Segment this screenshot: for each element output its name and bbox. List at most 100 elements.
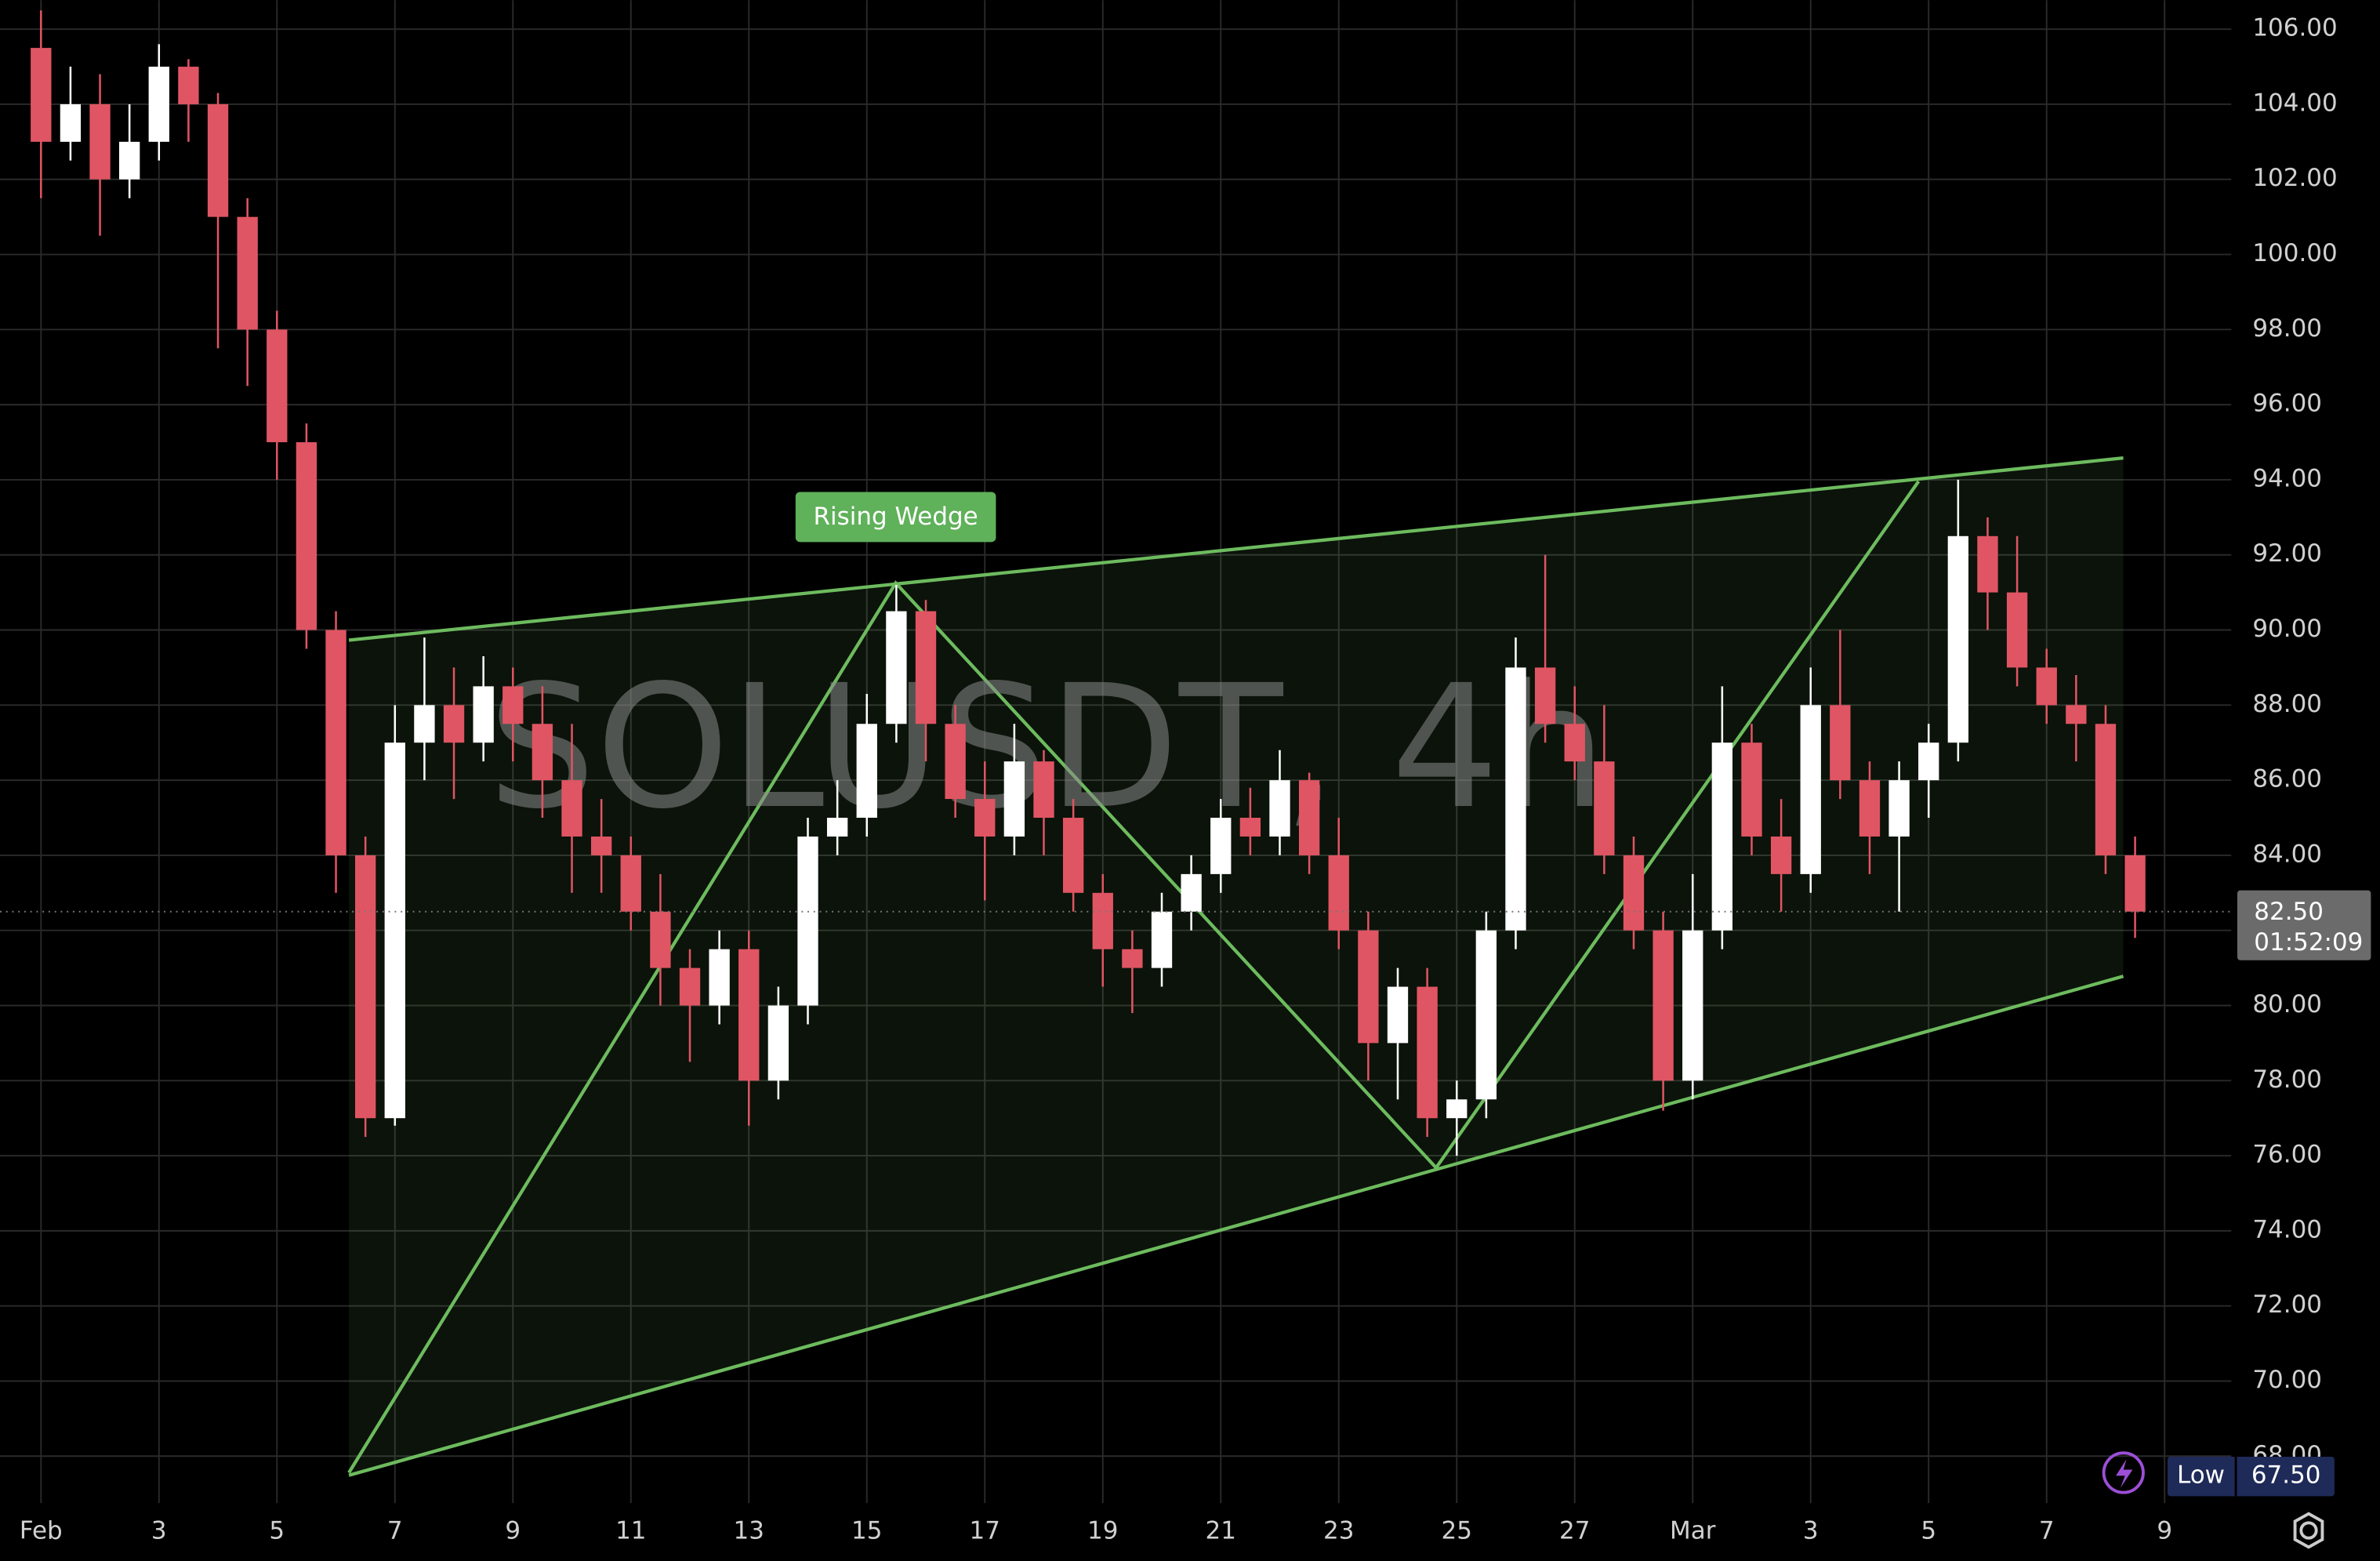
candle-body — [1151, 911, 1173, 968]
x-tick-label: Mar — [1670, 1516, 1716, 1545]
y-tick-label: 90.00 — [2252, 615, 2322, 643]
candle-body — [709, 949, 730, 1006]
y-tick-label: 102.00 — [2252, 164, 2337, 192]
candle-body — [1358, 930, 1379, 1044]
candle-body — [1092, 892, 1113, 949]
last-price-box — [2237, 890, 2371, 960]
candle-body — [443, 705, 465, 743]
y-tick-label: 96.00 — [2252, 390, 2322, 418]
y-tick-label: 88.00 — [2252, 690, 2322, 718]
x-tick-label: 21 — [1206, 1516, 1236, 1545]
candle-body — [1830, 705, 1851, 781]
candle-body — [1417, 986, 1438, 1119]
y-tick-label: 72.00 — [2252, 1291, 2322, 1319]
candle-body — [1741, 742, 1762, 837]
x-tick-label: 23 — [1323, 1516, 1354, 1545]
candle-body — [1653, 930, 1674, 1081]
candle-body — [414, 705, 435, 743]
y-tick-label: 76.00 — [2252, 1141, 2322, 1169]
y-tick-label: 104.00 — [2252, 89, 2337, 117]
candle-body — [237, 216, 258, 330]
candle-body — [2124, 855, 2146, 912]
pattern-fill — [349, 458, 2124, 1476]
countdown-label: 01:52:09 — [2254, 928, 2363, 957]
y-tick-label: 78.00 — [2252, 1065, 2322, 1094]
y-tick-label: 86.00 — [2252, 765, 2322, 793]
candle-body — [1800, 705, 1821, 874]
settings-icon[interactable] — [2293, 1512, 2324, 1549]
candle-body — [590, 836, 612, 855]
x-tick-label: 5 — [1921, 1516, 1936, 1545]
candle-body — [2036, 667, 2057, 706]
last-price-label: 82.50 — [2254, 898, 2324, 926]
candle-body — [826, 818, 848, 837]
candle-body — [178, 67, 199, 104]
candle-body — [1239, 818, 1261, 837]
candle-body — [650, 911, 671, 968]
candle-body — [1534, 667, 1556, 724]
x-tick-label: 7 — [387, 1516, 403, 1545]
x-tick-label: 27 — [1559, 1516, 1590, 1545]
candle-body — [473, 686, 494, 743]
candle-body — [1918, 742, 1939, 781]
candle-body — [2095, 724, 2117, 855]
candle-body — [738, 949, 760, 1081]
candle-body — [1446, 1099, 1468, 1119]
candle-body — [384, 742, 405, 1119]
candle-body — [1564, 724, 1585, 762]
x-tick-label: 7 — [2039, 1516, 2055, 1545]
candle-body — [354, 855, 376, 1119]
candle-body — [1033, 761, 1054, 819]
candle-body — [1770, 836, 1792, 874]
candle-body — [915, 611, 937, 724]
candle-body — [1859, 780, 1881, 837]
candle-body — [1062, 818, 1084, 893]
candle-body — [2006, 592, 2028, 668]
candle-body — [1623, 855, 1645, 931]
candle-body — [1298, 780, 1320, 855]
lightning-icon[interactable] — [2102, 1451, 2145, 1494]
x-tick-label: 9 — [505, 1516, 521, 1545]
candle-body — [60, 103, 82, 142]
candle-body — [267, 329, 288, 443]
x-tick-label: 17 — [970, 1516, 1000, 1545]
candle-body — [2066, 705, 2087, 724]
y-tick-label: 84.00 — [2252, 840, 2322, 868]
candle-body — [148, 67, 169, 142]
x-tick-label: 19 — [1087, 1516, 1118, 1545]
candle-body — [797, 836, 818, 1006]
x-tick-label: 15 — [851, 1516, 882, 1545]
y-tick-label: 70.00 — [2252, 1366, 2322, 1394]
y-tick-label: 92.00 — [2252, 539, 2322, 568]
low-title: Low — [2177, 1461, 2225, 1490]
candle-body — [620, 855, 641, 912]
x-tick-label: 5 — [269, 1516, 285, 1545]
candle-body — [1122, 949, 1143, 968]
x-tick-label: 3 — [151, 1516, 167, 1545]
candle-body — [1210, 818, 1232, 874]
candle-body — [945, 724, 966, 800]
candle-body — [325, 630, 346, 855]
candle-body — [974, 799, 996, 837]
candle-body — [1977, 535, 1998, 593]
x-tick-label: 11 — [615, 1516, 646, 1545]
candle-body — [1505, 667, 1526, 931]
candle-body — [886, 611, 907, 724]
candle-body — [31, 48, 52, 142]
y-tick-label: 98.00 — [2252, 314, 2322, 343]
candle-body — [532, 724, 553, 781]
candle-body — [1594, 761, 1615, 855]
candle-body — [1947, 535, 1969, 743]
candle-body — [767, 1005, 789, 1081]
x-tick-label: 3 — [1803, 1516, 1819, 1545]
candle-body — [1475, 930, 1497, 1100]
candle-body — [1269, 780, 1290, 837]
candle-body — [561, 780, 582, 837]
candle-body — [1711, 742, 1733, 931]
candle-body — [679, 967, 701, 1006]
low-box — [2167, 1456, 2335, 1497]
y-tick-label: 94.00 — [2252, 464, 2322, 492]
candle-body — [1682, 930, 1703, 1081]
wedge-zigzag — [347, 480, 1921, 1474]
